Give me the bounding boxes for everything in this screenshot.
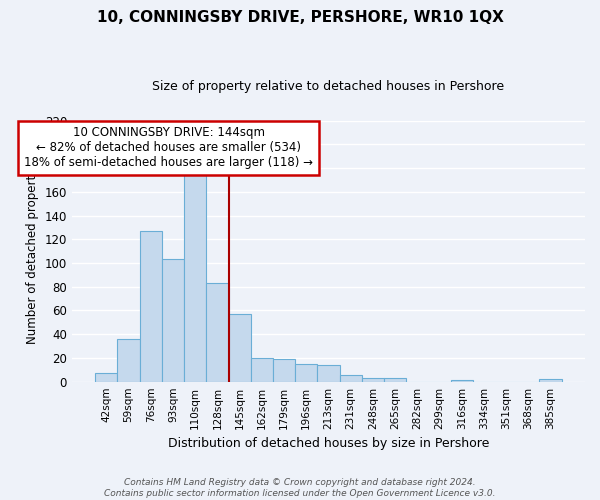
Text: 10, CONNINGSBY DRIVE, PERSHORE, WR10 1QX: 10, CONNINGSBY DRIVE, PERSHORE, WR10 1QX bbox=[97, 10, 503, 25]
Bar bbox=[162, 260, 184, 382]
Title: Size of property relative to detached houses in Pershore: Size of property relative to detached ho… bbox=[152, 80, 505, 93]
Bar bbox=[317, 365, 340, 382]
Bar bbox=[206, 283, 229, 382]
X-axis label: Distribution of detached houses by size in Pershore: Distribution of detached houses by size … bbox=[168, 437, 489, 450]
Bar bbox=[295, 364, 317, 382]
Bar bbox=[362, 378, 384, 382]
Bar bbox=[140, 231, 162, 382]
Bar bbox=[273, 359, 295, 382]
Bar bbox=[184, 166, 206, 382]
Bar bbox=[118, 339, 140, 382]
Bar bbox=[384, 378, 406, 382]
Text: 10 CONNINGSBY DRIVE: 144sqm
← 82% of detached houses are smaller (534)
18% of se: 10 CONNINGSBY DRIVE: 144sqm ← 82% of det… bbox=[24, 126, 313, 170]
Y-axis label: Number of detached properties: Number of detached properties bbox=[26, 158, 39, 344]
Bar bbox=[229, 314, 251, 382]
Text: Contains HM Land Registry data © Crown copyright and database right 2024.
Contai: Contains HM Land Registry data © Crown c… bbox=[104, 478, 496, 498]
Bar bbox=[539, 380, 562, 382]
Bar bbox=[340, 374, 362, 382]
Bar bbox=[95, 374, 118, 382]
Bar bbox=[451, 380, 473, 382]
Bar bbox=[251, 358, 273, 382]
